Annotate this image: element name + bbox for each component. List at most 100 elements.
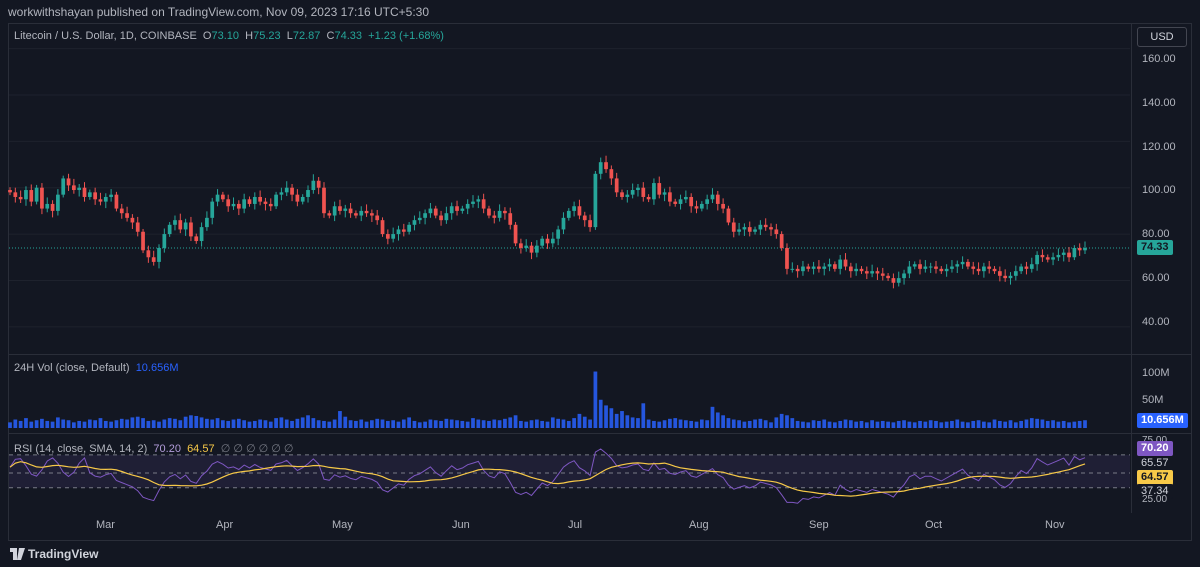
volume-bar (912, 422, 917, 428)
candle-body (401, 229, 406, 232)
candle-body (247, 199, 252, 204)
volume-bar (199, 417, 204, 428)
volume-bar (439, 420, 443, 428)
pane-divider-rsi[interactable] (8, 433, 1192, 434)
candle-body (891, 278, 896, 283)
candle-body (992, 268, 997, 272)
high-value: 75.23 (253, 30, 281, 42)
candle-body (407, 224, 411, 232)
candle-body (822, 266, 827, 269)
volume-bar (971, 420, 976, 428)
volume-bar (614, 413, 619, 428)
candle-body (268, 203, 273, 207)
candle-body (375, 215, 380, 221)
volume-bar (343, 416, 348, 428)
volume-bar (268, 421, 273, 428)
candle-body (556, 229, 561, 239)
candle-body (566, 210, 571, 218)
candle-body (678, 199, 683, 204)
volume-bar (1077, 420, 1082, 428)
rsi-legend[interactable]: RSI (14, close, SMA, 14, 2) 70.20 64.57 … (14, 442, 294, 455)
volume-bar (306, 415, 310, 428)
candle-body (343, 208, 348, 211)
symbol-legend[interactable]: Litecoin / U.S. Dollar, 1D, COINBASE O73… (14, 30, 444, 42)
volume-bar (636, 418, 640, 428)
price-tick: 160.00 (1142, 53, 1176, 65)
volume-bar (529, 420, 534, 428)
volume-bar (428, 419, 433, 428)
volume-bar (699, 419, 704, 428)
candle-body (864, 271, 869, 274)
volume-bar (497, 420, 502, 428)
volume-bar (354, 420, 358, 428)
volume-bar (907, 421, 912, 428)
volume-indicator-name[interactable]: 24H Vol (close, Default) (14, 362, 130, 374)
volume-bar (119, 418, 124, 428)
candle-body (508, 213, 513, 225)
volume-bar (45, 420, 50, 428)
volume-legend[interactable]: 24H Vol (close, Default) 10.656M (14, 362, 179, 374)
volume-bar (444, 418, 449, 428)
candle-body (928, 266, 933, 268)
volume-bar (896, 420, 901, 428)
volume-last-tag: 10.656M (1137, 413, 1188, 428)
close-value: 74.33 (334, 30, 363, 42)
candle-body (753, 229, 757, 232)
pane-divider-volume[interactable] (8, 354, 1192, 355)
volume-bar (396, 421, 401, 428)
volume-bar (263, 420, 268, 428)
candle-body (103, 196, 108, 202)
volume-bar (300, 417, 305, 428)
candle-body (290, 187, 294, 195)
volume-bar (747, 420, 752, 428)
candle-body (811, 266, 816, 269)
candle-body (221, 194, 225, 200)
candle-body (487, 208, 491, 216)
candle-body (763, 224, 768, 228)
volume-bar (795, 420, 800, 428)
candle-body (598, 162, 603, 174)
candle-body (242, 199, 247, 209)
volume-bar (630, 417, 635, 428)
volume-bar (284, 419, 289, 428)
volume-bar (61, 419, 66, 428)
candle-body (428, 208, 433, 214)
volume-bar (492, 419, 497, 428)
candle-body (684, 196, 688, 200)
volume-bar (556, 418, 561, 428)
candle-body (40, 187, 44, 209)
currency-button[interactable]: USD (1137, 27, 1187, 47)
volume-bar (252, 420, 257, 428)
candle-body (572, 206, 576, 211)
candle-body (870, 271, 874, 274)
candle-body (1051, 257, 1055, 260)
rsi-indicator-name[interactable]: RSI (14, close, SMA, 14, 2) (14, 443, 148, 455)
volume-bar (982, 421, 986, 428)
candle-body (162, 234, 167, 248)
candle-body (61, 178, 66, 195)
rsi-value: 70.20 (153, 443, 181, 455)
rsi-value-tag: 70.20 (1137, 441, 1173, 456)
open-value: 73.10 (211, 30, 240, 42)
rsi-tick-partial: 25.00 (1142, 494, 1168, 505)
volume-bar (848, 420, 853, 428)
candle-body (178, 220, 183, 230)
candle-body (838, 259, 843, 269)
volume-bar (1040, 419, 1045, 428)
candle-body (236, 203, 241, 209)
time-tick: Apr (216, 519, 234, 531)
candle-body (311, 180, 316, 191)
price-tick: 120.00 (1142, 141, 1176, 153)
rsi-band-fill (9, 454, 1130, 488)
symbol-name[interactable]: Litecoin / U.S. Dollar, 1D, COINBASE (14, 30, 197, 42)
candle-body (982, 266, 986, 272)
volume-bar (774, 417, 779, 428)
candle-body (151, 257, 156, 262)
volume-bar (433, 420, 438, 428)
volume-bar (231, 419, 236, 428)
candle-body (481, 199, 486, 209)
candle-body (56, 194, 60, 211)
volume-bar (811, 420, 816, 428)
candle-body (391, 234, 396, 239)
